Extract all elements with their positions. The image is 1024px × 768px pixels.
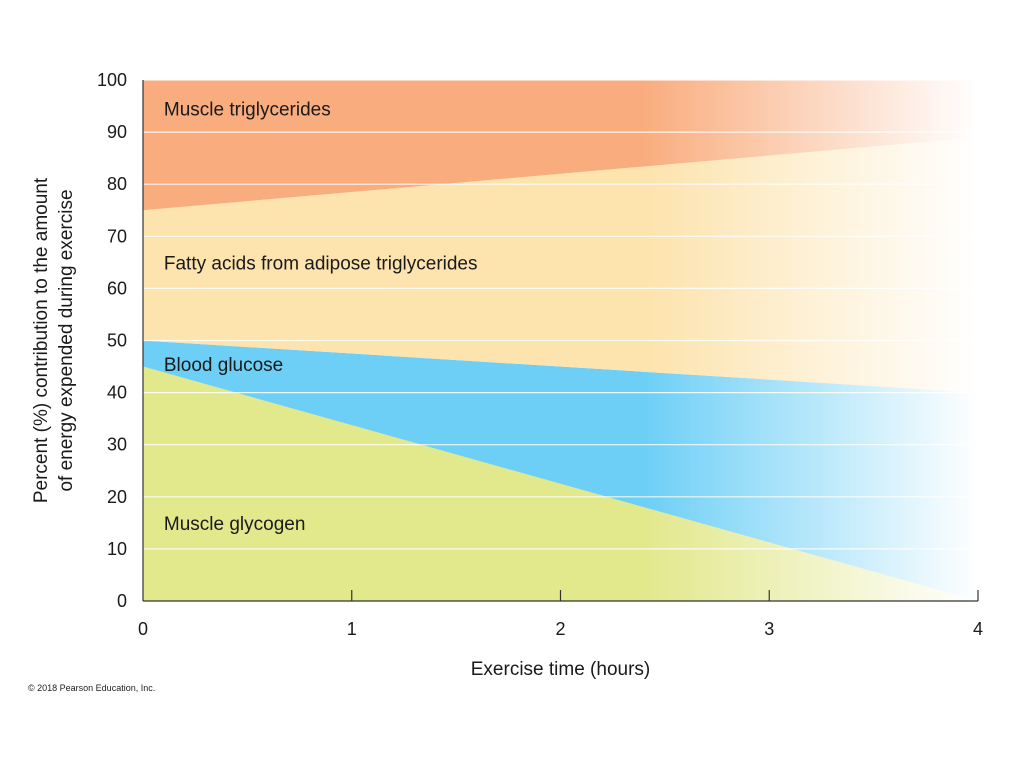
copyright-notice: © 2018 Pearson Education, Inc. <box>28 683 156 693</box>
y-tick-label-50: 50 <box>107 331 127 351</box>
x-tick-label-4: 4 <box>973 619 983 639</box>
y-tick-label-90: 90 <box>107 122 127 142</box>
y-tick-label-80: 80 <box>107 174 127 194</box>
y-axis-title-line-2: of energy expended during exercise <box>56 189 77 491</box>
y-tick-label-40: 40 <box>107 383 127 403</box>
x-tick-label-1: 1 <box>347 619 357 639</box>
series-label-muscle-glycogen: Muscle glycogen <box>164 514 306 535</box>
y-tick-label-70: 70 <box>107 226 127 246</box>
x-axis-title: Exercise time (hours) <box>471 659 651 680</box>
series-label-muscle-triglycerides: Muscle triglycerides <box>164 100 331 121</box>
y-tick-label-30: 30 <box>107 435 127 455</box>
y-tick-label-10: 10 <box>107 539 127 559</box>
y-tick-label-20: 20 <box>107 487 127 507</box>
series-label-blood-glucose: Blood glucose <box>164 355 283 376</box>
x-tick-label-0: 0 <box>138 619 148 639</box>
y-tick-label-0: 0 <box>117 591 127 611</box>
y-axis-title-line-1: Percent (%) contribution to the amount <box>31 177 52 503</box>
x-tick-label-3: 3 <box>764 619 774 639</box>
x-tick-label-2: 2 <box>555 619 565 639</box>
fade-overlay <box>143 80 978 601</box>
y-tick-label-100: 100 <box>97 70 127 90</box>
y-tick-label-60: 60 <box>107 278 127 298</box>
series-label-fatty-acids-from-adipose-triglycerides: Fatty acids from adipose triglycerides <box>164 253 478 274</box>
y-axis-title: Percent (%) contribution to the amount o… <box>31 177 77 503</box>
